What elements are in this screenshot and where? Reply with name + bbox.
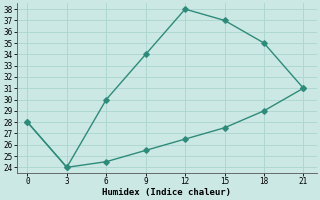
X-axis label: Humidex (Indice chaleur): Humidex (Indice chaleur) bbox=[102, 188, 231, 197]
